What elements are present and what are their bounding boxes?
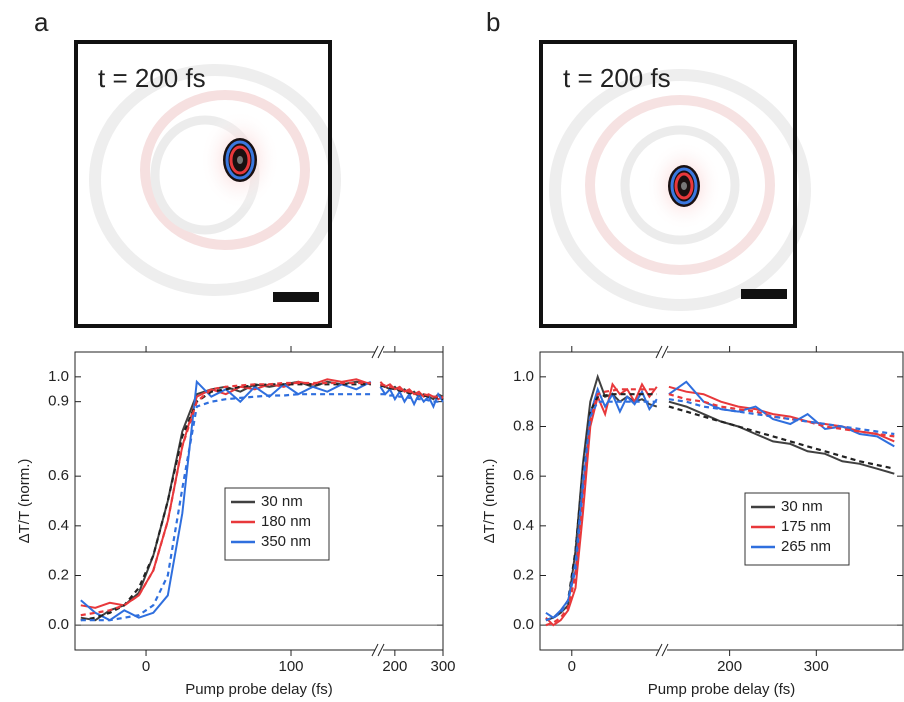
image-panel: t = 200 fs <box>539 40 811 328</box>
x-tick-label: 0 <box>568 658 576 675</box>
fit-line <box>380 393 443 403</box>
y-tick-label: 1.0 <box>48 368 69 385</box>
x-tick-label: 200 <box>717 658 742 675</box>
panel-letter: a <box>34 7 49 37</box>
legend-label: 175 nm <box>781 518 831 535</box>
image-label: t = 200 fs <box>563 63 671 93</box>
panel-letter: b <box>486 7 500 37</box>
image-panel: t = 200 fs <box>74 40 341 328</box>
x-tick-label: 300 <box>804 658 829 675</box>
axis-break <box>655 345 663 359</box>
axis-break <box>377 643 385 657</box>
axis-break <box>371 345 379 359</box>
x-axis-label: Pump probe delay (fs) <box>185 681 333 698</box>
y-tick-label: 0.4 <box>513 517 534 534</box>
fit-line <box>545 393 657 622</box>
data-line <box>668 400 895 475</box>
legend-label: 350 nm <box>261 533 311 550</box>
data-line <box>545 382 658 627</box>
axis-break-gap <box>659 644 667 656</box>
y-tick-label: 0.6 <box>513 467 534 484</box>
y-tick-label: 0.8 <box>513 417 534 434</box>
fit-line <box>668 405 895 470</box>
plot-frame <box>74 351 444 651</box>
x-tick-label: 0 <box>142 658 150 675</box>
y-tick-label: 0.9 <box>48 393 69 410</box>
axis-break <box>371 643 379 657</box>
x-tick-label: 200 <box>382 658 407 675</box>
fit-line <box>80 393 371 622</box>
legend-label: 30 nm <box>261 493 303 510</box>
legend-label: 265 nm <box>781 538 831 555</box>
x-axis-label: Pump probe delay (fs) <box>648 681 796 698</box>
image-label: t = 200 fs <box>98 63 206 93</box>
axis-break-gap <box>375 644 383 656</box>
y-axis-label: ΔT/T (norm.) <box>16 459 33 544</box>
legend-label: 30 nm <box>781 498 823 515</box>
axis-break-gap <box>375 346 383 358</box>
y-tick-label: 0.0 <box>48 616 69 633</box>
axis-break <box>661 643 669 657</box>
fit-line <box>80 383 371 622</box>
legend-label: 180 nm <box>261 513 311 530</box>
fit-line <box>380 384 444 401</box>
y-tick-label: 0.2 <box>48 566 69 583</box>
fit-line <box>380 383 444 399</box>
fit-line <box>545 388 657 627</box>
axis-break <box>377 345 385 359</box>
y-axis-label: ΔT/T (norm.) <box>481 459 498 544</box>
axis-break <box>661 345 669 359</box>
y-tick-label: 0.6 <box>48 467 69 484</box>
x-tick-label: 100 <box>278 658 303 675</box>
y-tick-label: 0.0 <box>513 616 534 633</box>
fit-line <box>545 400 657 622</box>
data-line <box>80 378 372 609</box>
data-line <box>379 381 444 401</box>
x-tick-label: 300 <box>430 658 455 675</box>
data-line <box>545 386 658 619</box>
plot-frame <box>539 351 904 651</box>
legend-box <box>224 487 330 561</box>
data-line <box>545 373 658 622</box>
fit-line <box>668 393 895 438</box>
y-tick-label: 0.4 <box>48 517 69 534</box>
y-tick-label: 0.2 <box>513 566 534 583</box>
axis-break-gap <box>659 346 667 358</box>
fit-line <box>80 381 371 617</box>
axis-break <box>655 643 663 657</box>
data-line <box>379 386 444 410</box>
fit-line <box>668 398 895 436</box>
y-tick-label: 1.0 <box>513 368 534 385</box>
legend-box <box>744 492 850 566</box>
